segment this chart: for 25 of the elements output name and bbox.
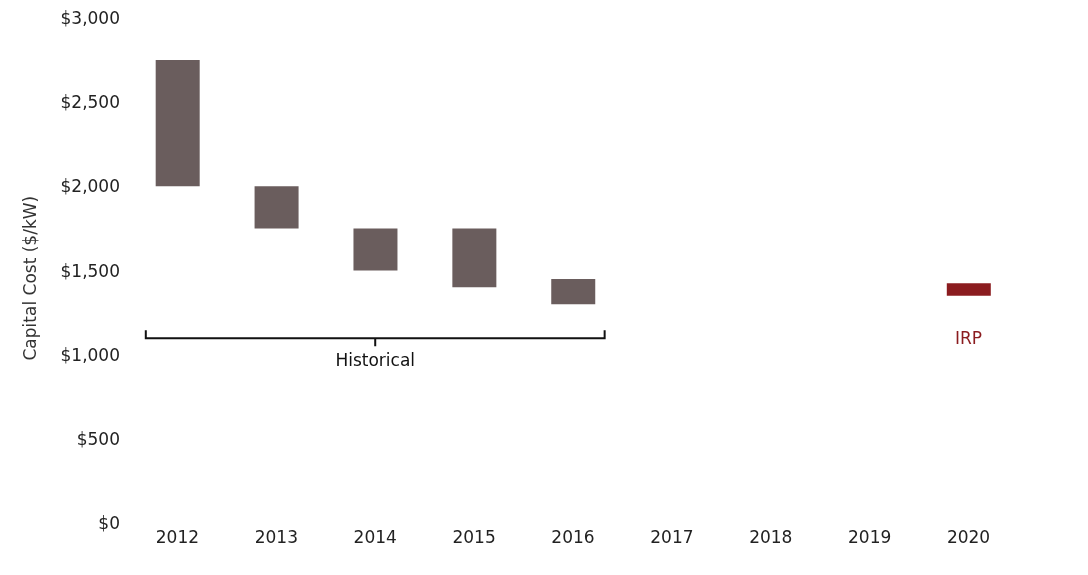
x-tick-label: 2017 xyxy=(650,527,694,548)
y-tick-label: $2,500 xyxy=(60,92,120,113)
bar xyxy=(353,228,398,271)
y-tick-label: $3,000 xyxy=(60,8,120,29)
x-tick-label: 2015 xyxy=(452,527,496,548)
y-tick-label: $0 xyxy=(98,513,120,534)
bar xyxy=(254,186,299,229)
x-tick-label: 2018 xyxy=(749,527,793,548)
y-tick-label: $1,000 xyxy=(60,344,120,365)
annotation: IRP xyxy=(955,327,983,348)
y-tick-label: $2,000 xyxy=(60,176,120,197)
annotation: Historical xyxy=(335,350,416,371)
x-tick-label: 2013 xyxy=(254,527,298,548)
y-axis-title: Capital Cost ($/kW) xyxy=(20,195,41,361)
bar xyxy=(452,228,497,288)
x-tick-label: 2014 xyxy=(353,527,397,548)
x-tick-label: 2019 xyxy=(848,527,892,548)
bar xyxy=(551,278,596,305)
y-tick-label: $1,500 xyxy=(60,260,120,281)
x-tick-label: 2012 xyxy=(155,527,200,548)
bar xyxy=(946,283,991,296)
x-tick-label: 2020 xyxy=(946,527,991,548)
x-tick-label: 2016 xyxy=(551,527,595,548)
bar xyxy=(155,60,200,187)
y-tick-label: $500 xyxy=(76,428,120,449)
